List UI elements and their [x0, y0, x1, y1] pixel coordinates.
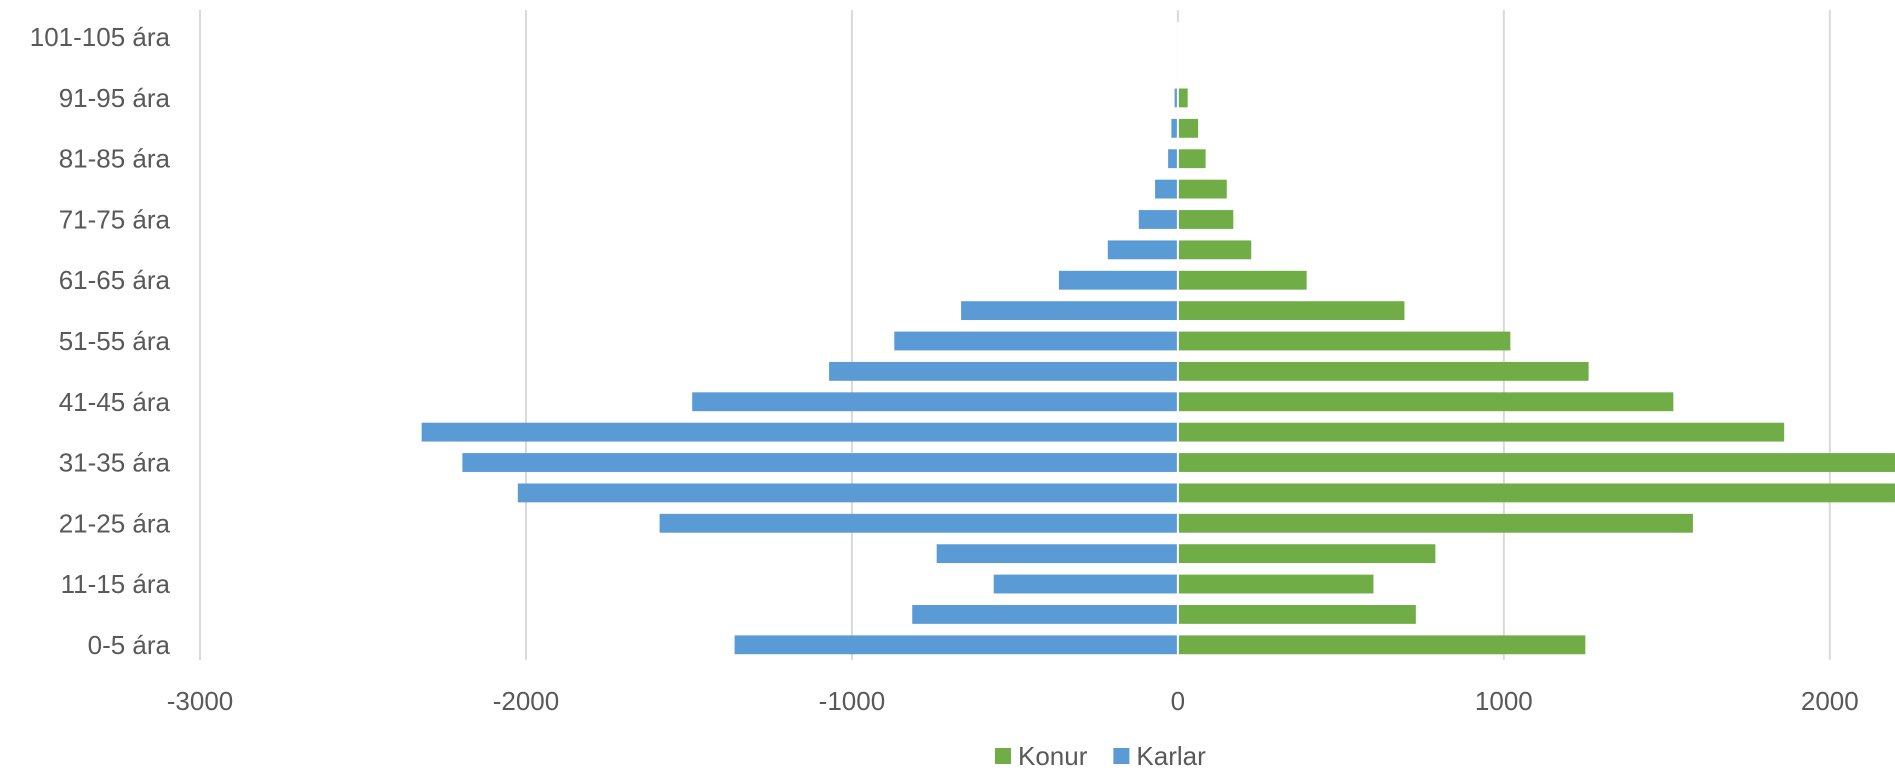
legend: Konur Karlar — [995, 741, 1206, 771]
x-tick-label: -2000 — [493, 686, 560, 716]
bar-konur-16 — [1177, 149, 1206, 169]
bar-konur-11 — [1177, 301, 1405, 321]
bar-karlar-1 — [912, 605, 1178, 624]
bar-konur-2 — [1177, 574, 1374, 594]
bar-konur-12 — [1177, 270, 1307, 290]
bar-karlar-3 — [936, 544, 1178, 564]
bar-konur-5 — [1177, 483, 1895, 503]
category-label: 91-95 ára — [59, 83, 171, 113]
legend-label-karlar: Karlar — [1136, 741, 1206, 771]
bar-karlar-7 — [421, 422, 1178, 442]
bar-karlar-5 — [517, 483, 1178, 503]
bar-karlar-15 — [1155, 179, 1178, 199]
x-tick-label: 2000 — [1801, 686, 1859, 716]
x-tick-label: -1000 — [819, 686, 886, 716]
category-label: 61-65 ára — [59, 265, 171, 295]
category-label: 81-85 ára — [59, 144, 171, 174]
x-tick-label: 1000 — [1475, 686, 1533, 716]
bars — [421, 22, 1895, 660]
bar-konur-9 — [1177, 361, 1589, 381]
bar-karlar-4 — [659, 513, 1178, 533]
bar-konur-8 — [1177, 392, 1674, 412]
category-label: 51-55 ára — [59, 326, 171, 356]
bar-karlar-14 — [1138, 210, 1178, 229]
bar-konur-13 — [1177, 240, 1252, 260]
bar-konur-10 — [1177, 331, 1511, 351]
category-label: 71-75 ára — [59, 204, 171, 234]
bar-karlar-18 — [1174, 88, 1178, 108]
category-label: 101-105 ára — [30, 22, 171, 52]
category-label: 11-15 ára — [61, 569, 171, 599]
bar-konur-6 — [1177, 453, 1895, 472]
bar-konur-17 — [1177, 118, 1199, 138]
category-label: 31-35 ára — [59, 448, 171, 478]
category-label: 0-5 ára — [88, 630, 171, 660]
bar-konur-18 — [1177, 88, 1188, 108]
bar-konur-14 — [1177, 210, 1234, 229]
bar-karlar-2 — [993, 574, 1178, 594]
bar-karlar-9 — [829, 361, 1178, 381]
x-tick-labels: -3000 -2000 -1000 0 1000 2000 — [167, 686, 1859, 716]
bar-konur-15 — [1177, 179, 1227, 199]
legend-swatch-konur — [995, 748, 1011, 764]
bar-karlar-17 — [1171, 118, 1178, 138]
category-labels: 0-5 ára 11-15 ára 21-25 ára 31-35 ára 41-45 … — [30, 22, 171, 660]
bar-karlar-8 — [692, 392, 1178, 412]
bar-konur-1 — [1177, 605, 1416, 624]
legend-label-konur: Konur — [1018, 741, 1088, 771]
bar-karlar-12 — [1058, 270, 1178, 290]
bar-karlar-10 — [894, 331, 1178, 351]
category-label: 41-45 ára — [59, 387, 171, 417]
bar-konur-0 — [1177, 635, 1586, 655]
legend-swatch-karlar — [1113, 748, 1130, 764]
bar-konur-7 — [1177, 422, 1785, 442]
bar-karlar-0 — [734, 635, 1178, 655]
bar-konur-4 — [1177, 513, 1693, 533]
bar-karlar-6 — [462, 453, 1178, 472]
x-tick-label: 0 — [1171, 686, 1185, 716]
bar-karlar-16 — [1168, 149, 1178, 169]
bar-konur-3 — [1177, 544, 1436, 564]
bar-karlar-11 — [961, 301, 1178, 321]
bar-karlar-13 — [1107, 240, 1178, 260]
x-tick-label: -3000 — [167, 686, 234, 716]
category-label: 21-25 ára — [59, 508, 171, 538]
